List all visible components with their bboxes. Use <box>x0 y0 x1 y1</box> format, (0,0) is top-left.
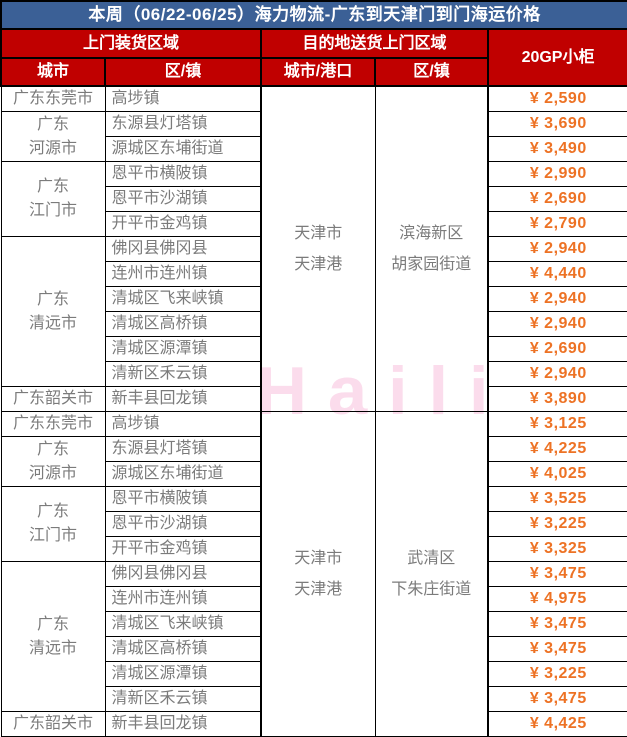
header-city: 城市 <box>0 57 106 87</box>
table-row: 广东东莞市 高埗镇 天津市 天津港 滨海新区 胡家园街道 ¥ 2,590 <box>0 85 627 412</box>
price-cell: ¥ 3,325 <box>486 536 627 562</box>
town-cell: 连州市连州镇 <box>104 586 262 612</box>
table-row: 连州市连州镇 ¥ 4,440 <box>1 261 627 287</box>
table-row: 广东 江门市 恩平市横陂镇 ¥ 2,990 <box>0 161 627 237</box>
city-cell: 广东东莞市 <box>0 85 106 112</box>
table-row: 清新区禾云镇 ¥ 3,475 <box>1 686 627 712</box>
price-cell: ¥ 3,475 <box>486 636 627 662</box>
table-row: 清城区高桥镇 ¥ 2,940 <box>1 311 627 337</box>
price-cell: ¥ 3,890 <box>486 386 627 412</box>
price-cell: ¥ 2,940 <box>486 361 627 387</box>
page-title: 本周（06/22-06/25）海力物流-广东到天津门到门海运价格 <box>0 0 627 30</box>
table-row: 广东东莞市 高埗镇 天津市 天津港 武清区 下朱庄街道 ¥ 3,125 <box>0 411 627 737</box>
town-cell: 清城区源潭镇 <box>104 336 262 362</box>
table-row: 清城区源潭镇 ¥ 2,690 <box>1 336 627 362</box>
table-row: 清城区飞来峡镇 ¥ 2,940 <box>1 286 627 312</box>
town-cell: 佛冈县佛冈县 <box>104 561 262 587</box>
town-cell: 高埗镇 <box>104 85 262 112</box>
header-district: 区/镇 <box>104 57 262 87</box>
city-cell: 广东韶关市 <box>0 711 106 737</box>
town-cell: 连州市连州镇 <box>104 261 262 287</box>
town-cell: 东源县灯塔镇 <box>104 436 262 462</box>
table-row: 开平市金鸡镇 ¥ 3,325 <box>1 536 627 562</box>
town-cell: 恩平市沙湖镇 <box>104 511 262 537</box>
header-container-type: 20GP小柜 <box>486 28 627 87</box>
dest-city-cell: 天津市 天津港 <box>260 411 376 737</box>
town-cell: 清城区高桥镇 <box>104 636 262 662</box>
price-cell: ¥ 3,475 <box>486 686 627 712</box>
table-row: 广东 河源市 东源县灯塔镇 ¥ 3,690 <box>0 111 627 162</box>
city-cell: 广东 清远市 <box>0 561 106 712</box>
town-cell: 恩平市横陂镇 <box>104 486 262 512</box>
header-city-port: 城市/港口 <box>260 57 376 87</box>
price-cell: ¥ 4,025 <box>486 461 627 487</box>
city-cell: 广东 河源市 <box>0 436 106 487</box>
price-cell: ¥ 2,940 <box>486 311 627 337</box>
price-cell: ¥ 3,225 <box>486 511 627 537</box>
town-cell: 源城区东埔街道 <box>104 461 262 487</box>
town-cell: 东源县灯塔镇 <box>104 111 262 137</box>
table-row: 清新区禾云镇 ¥ 2,940 <box>1 361 627 387</box>
town-cell: 清城区飞来峡镇 <box>104 611 262 637</box>
dest-district-cell: 武清区 下朱庄街道 <box>374 411 489 737</box>
town-cell: 源城区东埔街道 <box>104 136 262 162</box>
table-row: 源城区东埔街道 ¥ 4,025 <box>1 461 627 487</box>
price-cell: ¥ 2,990 <box>486 161 627 187</box>
table-row: 清城区源潭镇 ¥ 3,225 <box>1 661 627 687</box>
dest-city-cell: 天津市 天津港 <box>260 85 376 412</box>
table-row: 开平市金鸡镇 ¥ 2,790 <box>1 211 627 237</box>
price-cell: ¥ 4,440 <box>486 261 627 287</box>
price-cell: ¥ 3,690 <box>486 111 627 137</box>
town-cell: 开平市金鸡镇 <box>104 211 262 237</box>
price-cell: ¥ 2,590 <box>486 85 627 112</box>
price-cell: ¥ 2,790 <box>486 211 627 237</box>
town-cell: 清城区飞来峡镇 <box>104 286 262 312</box>
price-cell: ¥ 4,425 <box>486 711 627 737</box>
price-cell: ¥ 3,125 <box>486 411 627 437</box>
city-cell: 广东韶关市 <box>0 386 106 412</box>
table-row: 广东韶关市 新丰县回龙镇 ¥ 3,890 <box>0 386 627 412</box>
price-cell: ¥ 4,225 <box>486 436 627 462</box>
price-cell: ¥ 3,225 <box>486 661 627 687</box>
town-cell: 恩平市沙湖镇 <box>104 186 262 212</box>
city-cell: 广东 河源市 <box>0 111 106 162</box>
dest-district-cell: 滨海新区 胡家园街道 <box>374 85 489 412</box>
price-cell: ¥ 3,490 <box>486 136 627 162</box>
price-cell: ¥ 3,475 <box>486 561 627 587</box>
town-cell: 新丰县回龙镇 <box>104 711 262 737</box>
city-cell: 广东 江门市 <box>0 486 106 562</box>
table-row: 源城区东埔街道 ¥ 3,490 <box>1 136 627 162</box>
table-row: 清城区高桥镇 ¥ 3,475 <box>1 636 627 662</box>
price-cell: ¥ 2,690 <box>486 186 627 212</box>
town-cell: 开平市金鸡镇 <box>104 536 262 562</box>
table-row: 清城区飞来峡镇 ¥ 3,475 <box>1 611 627 637</box>
city-cell: 广东 江门市 <box>0 161 106 237</box>
town-cell: 清城区高桥镇 <box>104 311 262 337</box>
header-district2: 区/镇 <box>374 57 489 87</box>
town-cell: 高埗镇 <box>104 411 262 437</box>
price-cell: ¥ 3,525 <box>486 486 627 512</box>
city-cell: 广东东莞市 <box>0 411 106 437</box>
town-cell: 佛冈县佛冈县 <box>104 236 262 262</box>
table-row: 广东 江门市 恩平市横陂镇 ¥ 3,525 <box>0 486 627 562</box>
city-cell: 广东 清远市 <box>0 236 106 387</box>
town-cell: 清城区源潭镇 <box>104 661 262 687</box>
price-cell: ¥ 2,690 <box>486 336 627 362</box>
header-delivery-region: 目的地送货上门区域 <box>260 28 489 59</box>
town-cell: 新丰县回龙镇 <box>104 386 262 412</box>
town-cell: 清新区禾云镇 <box>104 361 262 387</box>
table-row: 广东韶关市 新丰县回龙镇 ¥ 4,425 <box>0 711 627 737</box>
price-cell: ¥ 3,475 <box>486 611 627 637</box>
town-cell: 恩平市横陂镇 <box>104 161 262 187</box>
header-pickup-region: 上门装货区域 <box>0 28 262 59</box>
price-cell: ¥ 2,940 <box>486 286 627 312</box>
price-cell: ¥ 4,975 <box>486 586 627 612</box>
price-cell: ¥ 2,940 <box>486 236 627 262</box>
table-row: 恩平市沙湖镇 ¥ 2,690 <box>1 186 627 212</box>
town-cell: 清新区禾云镇 <box>104 686 262 712</box>
